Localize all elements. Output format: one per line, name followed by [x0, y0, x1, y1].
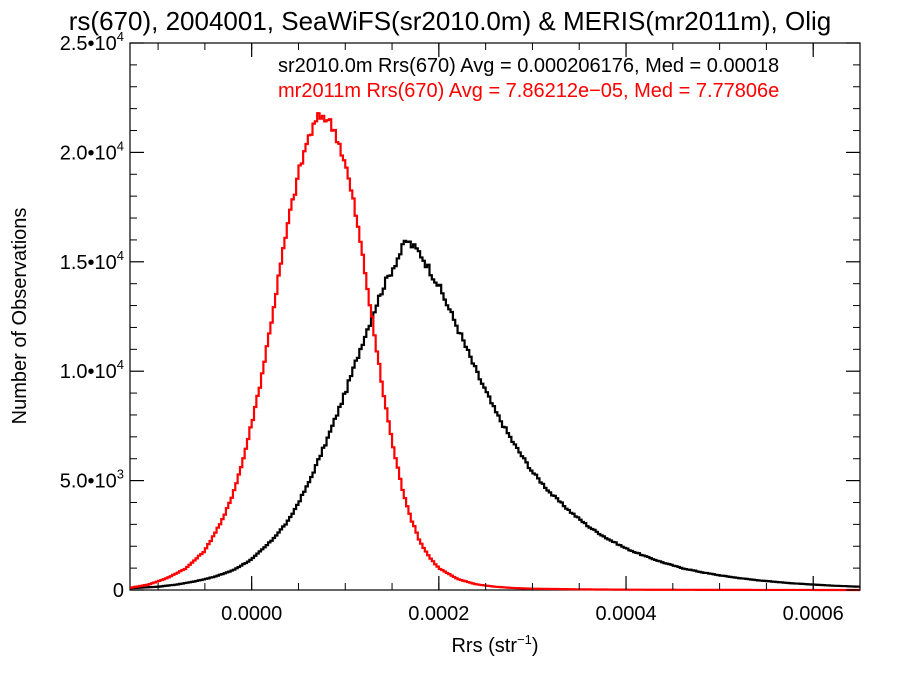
- y-tick-label: 5.0•103: [60, 467, 124, 493]
- x-tick-label: 0.0000: [221, 603, 282, 625]
- y-tick-label: 2.0•104: [60, 138, 124, 164]
- series-line-mr2011m: [130, 112, 860, 592]
- series-line-sr2010.0m: [130, 239, 860, 590]
- y-tick-label: 1.0•104: [60, 357, 124, 383]
- x-axis-label-main: Rrs (str: [451, 635, 517, 657]
- plot-frame: [129, 42, 861, 591]
- plot-area-border: [129, 42, 861, 591]
- chart-title: rs(670), 2004001, SeaWiFS(sr2010.0m) & M…: [69, 6, 831, 36]
- x-axis-label-end: ): [532, 635, 539, 657]
- y-axis-label: Number of Observations: [9, 208, 31, 425]
- y-tick-label: 2.5•104: [60, 29, 124, 55]
- x-tick-label: 0.0004: [595, 603, 656, 625]
- y-tick-label: 0: [113, 580, 124, 602]
- legend-annotation-sr2010: sr2010.0m Rrs(670) Avg = 0.000206176, Me…: [278, 55, 779, 77]
- legend-annotation-mr2011: mr2011m Rrs(670) Avg = 7.86212e−05, Med …: [278, 80, 779, 102]
- y-tick-label: 1.5•104: [60, 248, 124, 274]
- ticks-layer: 0.0000 0.0002 0.0004 0.0006 0 5.0•103 1.0•104 1…: [60, 29, 860, 625]
- x-tick-label: 0.0002: [408, 603, 469, 625]
- x-axis-label-sup: −1: [517, 632, 532, 647]
- x-axis-label: Rrs (str−1): [451, 632, 538, 657]
- series-layer: [130, 112, 860, 592]
- x-tick-label: 0.0006: [783, 603, 844, 625]
